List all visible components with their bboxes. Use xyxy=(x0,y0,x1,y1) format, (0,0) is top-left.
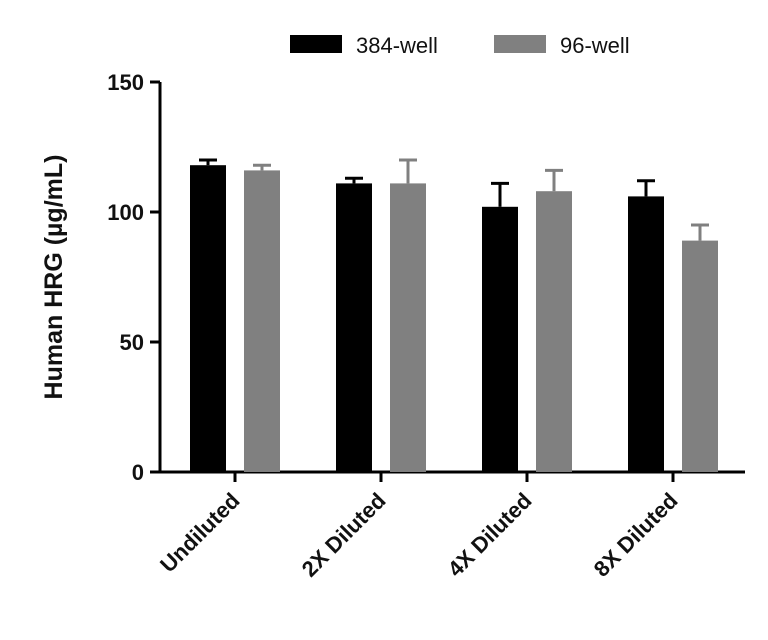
bar-96-well-1 xyxy=(390,183,426,472)
legend-swatch-96-well xyxy=(494,35,546,53)
bar-384-well-1 xyxy=(336,183,372,472)
x-axis: Undiluted 2X Diluted 4X Diluted 8X Diluted xyxy=(155,470,745,582)
legend: 384-well 96-well xyxy=(290,33,630,58)
bars xyxy=(190,165,718,473)
y-axis-title: Human HRG (µg/mL) xyxy=(40,155,68,400)
bar-96-well-2 xyxy=(536,191,572,472)
y-axis: 0 50 100 150 xyxy=(107,70,162,485)
y-tick-label: 100 xyxy=(107,200,144,225)
x-category-label: 8X Diluted xyxy=(589,488,683,582)
bar-384-well-2 xyxy=(482,206,518,473)
legend-swatch-384-well xyxy=(290,35,342,53)
error-bars xyxy=(199,158,709,241)
legend-label-96-well: 96-well xyxy=(560,33,630,58)
x-category-label: Undiluted xyxy=(155,488,244,577)
bar-96-well-3 xyxy=(682,240,718,472)
y-tick-label: 50 xyxy=(120,330,144,355)
legend-label-384-well: 384-well xyxy=(356,33,438,58)
y-tick-label: 0 xyxy=(132,460,144,485)
x-category-label: 4X Diluted xyxy=(443,488,537,582)
bar-96-well-0 xyxy=(244,170,280,472)
y-tick-label: 150 xyxy=(107,70,144,95)
bar-384-well-3 xyxy=(628,196,664,472)
bar-384-well-0 xyxy=(190,165,226,472)
x-category-label: 2X Diluted xyxy=(297,488,391,582)
